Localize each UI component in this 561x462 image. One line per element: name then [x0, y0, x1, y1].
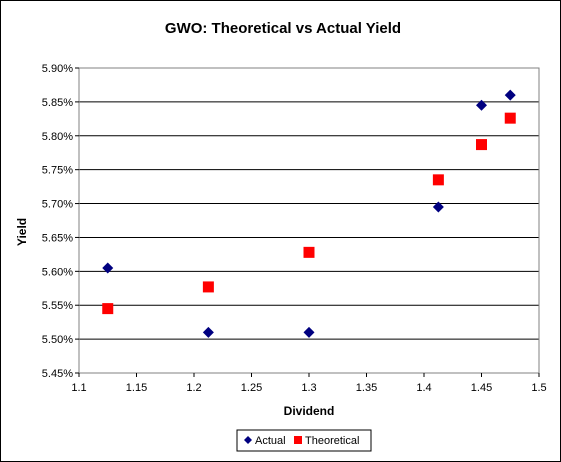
y-axis-label: Yield: [15, 218, 29, 246]
y-axis: 5.45% 5.50% 5.55% 5.60% 5.65% 5.70% 5.75% 5.80%…: [42, 63, 79, 380]
y-tick-label: 5.65%: [42, 232, 73, 244]
theoretical-point: [303, 246, 315, 258]
legend: Actual Theoretical: [236, 429, 372, 452]
x-axis-label: Dividend: [284, 404, 335, 418]
x-axis: 1.1 1.15 1.2 1.25 1.3 1.35 1.4 1.45 1.5: [71, 373, 547, 394]
actual-point: [102, 262, 114, 274]
theoretical-point: [432, 174, 444, 186]
x-tick-label: 1.25: [241, 382, 262, 394]
theoretical-point: [504, 112, 516, 124]
actual-point: [476, 99, 487, 111]
x-tick-label: 1.15: [126, 382, 147, 394]
chart-title: GWO: Theoretical vs Actual Yield: [165, 20, 401, 37]
legend-marker-actual: [244, 436, 252, 444]
y-tick-label: 5.50%: [42, 334, 73, 346]
x-tick-label: 1.5: [531, 382, 546, 394]
legend-label-theoretical: Theoretical: [305, 435, 359, 447]
data-points: [102, 89, 516, 338]
y-tick-label: 5.70%: [42, 199, 73, 211]
legend-marker-theoretical: [294, 436, 302, 444]
y-tick-label: 5.80%: [42, 131, 73, 143]
actual-point: [504, 89, 516, 101]
x-tick-label: 1.4: [416, 382, 431, 394]
y-tick-label: 5.85%: [42, 97, 73, 109]
y-tick-label: 5.75%: [42, 165, 73, 177]
y-tick-label: 5.90%: [42, 63, 73, 75]
y-tick-label: 5.45%: [42, 368, 73, 380]
theoretical-point: [202, 281, 214, 293]
x-tick-label: 1.3: [301, 382, 316, 394]
theoretical-point: [102, 303, 114, 315]
gridlines: [79, 101, 539, 340]
x-tick-label: 1.2: [186, 382, 201, 394]
y-tick-label: 5.55%: [42, 300, 73, 312]
actual-point: [202, 326, 214, 338]
x-tick-label: 1.1: [71, 382, 86, 394]
actual-point: [303, 326, 315, 338]
theoretical-point: [476, 139, 487, 151]
actual-point: [432, 201, 444, 213]
x-tick-label: 1.45: [471, 382, 492, 394]
legend-label-actual: Actual: [255, 435, 286, 447]
x-tick-label: 1.35: [356, 382, 377, 394]
y-tick-label: 5.60%: [42, 266, 73, 278]
legend-box: [236, 429, 372, 452]
